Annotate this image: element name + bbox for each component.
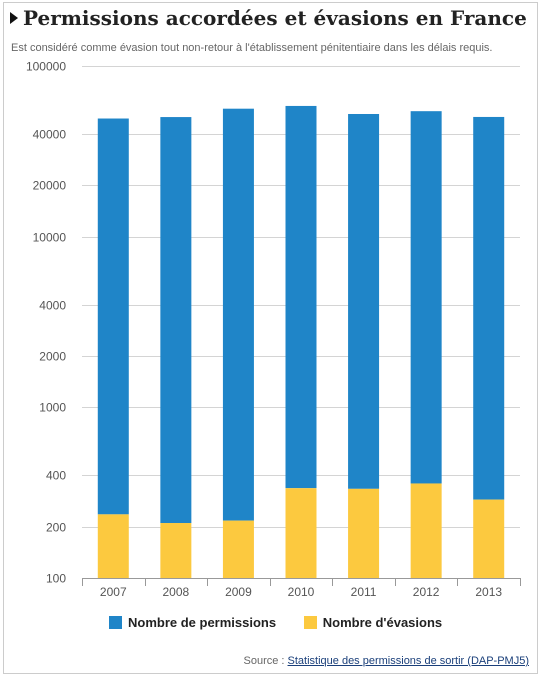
x-tick-label: 2009 bbox=[225, 585, 252, 599]
bar-permissions bbox=[410, 111, 442, 484]
bar-evasions bbox=[410, 483, 442, 578]
legend-item-permissions[interactable]: Nombre de permissions bbox=[109, 615, 276, 630]
y-tick-label: 10000 bbox=[33, 231, 67, 245]
chart-title-text: Permissions accordées et évasions en Fra… bbox=[23, 6, 527, 30]
y-tick-label: 400 bbox=[46, 469, 66, 483]
bar-permissions bbox=[97, 118, 129, 515]
x-tick-label: 2013 bbox=[475, 585, 502, 599]
x-tick-label: 2011 bbox=[351, 585, 377, 599]
bar-permissions bbox=[160, 117, 192, 524]
legend-swatch-evasions bbox=[303, 616, 317, 629]
expand-triangle-icon[interactable] bbox=[10, 12, 18, 24]
legend-item-evasions[interactable]: Nombre d'évasions bbox=[303, 615, 443, 630]
chart-legend: Nombre de permissions Nombre d'évasions bbox=[109, 615, 466, 630]
bar-permissions bbox=[473, 116, 505, 500]
y-tick-label: 1000 bbox=[39, 401, 66, 415]
bar-evasions bbox=[222, 520, 254, 578]
y-tick-label: 2000 bbox=[39, 350, 66, 364]
y-tick-label: 100000 bbox=[26, 60, 66, 74]
legend-label-evasions: Nombre d'évasions bbox=[322, 615, 443, 630]
y-tick-label: 4000 bbox=[39, 299, 66, 313]
bar-permissions bbox=[285, 105, 317, 489]
y-tick-label: 40000 bbox=[33, 128, 67, 142]
source-note: Source : Statistique des permissions de … bbox=[244, 655, 530, 667]
bar-permissions bbox=[348, 113, 380, 489]
bar-evasions bbox=[473, 499, 505, 578]
y-tick-label: 20000 bbox=[33, 179, 67, 193]
legend-swatch-permissions bbox=[109, 616, 122, 629]
bar-evasions bbox=[97, 514, 129, 578]
x-tick-label: 2012 bbox=[413, 585, 440, 599]
bar-evasions bbox=[160, 523, 192, 578]
bar-evasions bbox=[285, 488, 317, 578]
chart-frame bbox=[3, 2, 538, 674]
y-tick-label: 200 bbox=[46, 521, 66, 535]
bar-evasions bbox=[348, 488, 380, 578]
legend-label-permissions: Nombre de permissions bbox=[128, 615, 277, 630]
x-tick-label: 2007 bbox=[100, 585, 127, 599]
x-tick-label: 2010 bbox=[288, 585, 315, 599]
chart-title: Permissions accordées et évasions en Fra… bbox=[10, 6, 527, 30]
bar-permissions bbox=[222, 108, 254, 521]
source-prefix: Source : bbox=[243, 655, 285, 667]
source-link[interactable]: Statistique des permissions de sortir (D… bbox=[287, 655, 529, 667]
x-tick-label: 2008 bbox=[163, 585, 190, 599]
chart-subtitle: Est considéré comme évasion tout non-ret… bbox=[11, 42, 493, 54]
y-tick-label: 100 bbox=[46, 572, 66, 586]
